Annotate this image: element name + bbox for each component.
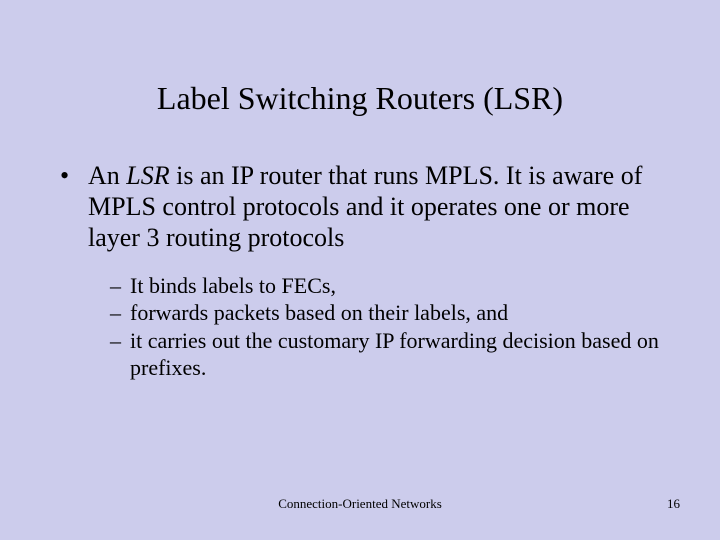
page-number: 16 — [667, 496, 680, 512]
sub-bullet-marker: – — [110, 299, 130, 327]
bullet-rest: is an IP router that runs MPLS. It is aw… — [88, 161, 642, 252]
bullet-text: An LSR is an IP router that runs MPLS. I… — [88, 160, 660, 254]
body-area: • An LSR is an IP router that runs MPLS.… — [60, 160, 660, 382]
footer-text: Connection-Oriented Networks — [0, 496, 720, 512]
sub-bullet-text: it carries out the customary IP forwardi… — [130, 327, 660, 382]
sub-bullet-list: – It binds labels to FECs, – forwards pa… — [110, 272, 660, 382]
sub-bullet: – forwards packets based on their labels… — [110, 299, 660, 327]
sub-bullet-marker: – — [110, 272, 130, 300]
slide: Label Switching Routers (LSR) • An LSR i… — [0, 0, 720, 540]
slide-title: Label Switching Routers (LSR) — [0, 80, 720, 117]
sub-bullet: – it carries out the customary IP forwar… — [110, 327, 660, 382]
sub-bullet: – It binds labels to FECs, — [110, 272, 660, 300]
sub-bullet-text: forwards packets based on their labels, … — [130, 299, 660, 327]
bullet-prefix: An — [88, 161, 126, 190]
sub-bullet-marker: – — [110, 327, 130, 382]
bullet-italic: LSR — [126, 161, 169, 190]
bullet-level1: • An LSR is an IP router that runs MPLS.… — [60, 160, 660, 254]
bullet-marker: • — [60, 160, 88, 254]
sub-bullet-text: It binds labels to FECs, — [130, 272, 660, 300]
